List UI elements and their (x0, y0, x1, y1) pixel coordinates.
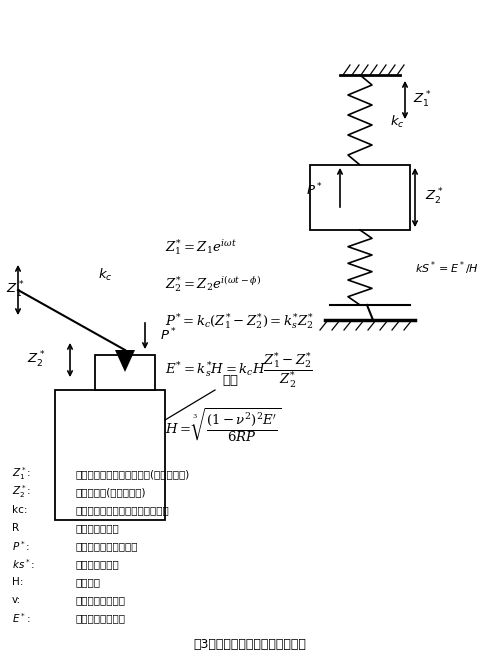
Text: H:: H: (12, 577, 24, 587)
Text: $P^*$:: $P^*$: (12, 539, 30, 553)
Text: マイクロカンチレバーのバネ定数: マイクロカンチレバーのバネ定数 (75, 505, 169, 515)
Text: $Z_2^*$: $Z_2^*$ (27, 350, 46, 370)
Text: 図3　測定系の模式図とモデル化: 図3 測定系の模式図とモデル化 (194, 638, 306, 651)
Text: $k_c$: $k_c$ (98, 267, 112, 283)
Text: $kS^* = E^*/H$: $kS^* = E^*/H$ (415, 259, 478, 277)
Text: $Z_1^*$:: $Z_1^*$: (12, 466, 31, 482)
Text: カンチレバー支持部の振動(複素数表示): カンチレバー支持部の振動(複素数表示) (75, 469, 189, 479)
Text: $Z_1^{*}  =  Z_1 e^{i\omega t}$: $Z_1^{*} = Z_1 e^{i\omega t}$ (165, 237, 237, 257)
Text: $Z_1^*$: $Z_1^*$ (6, 280, 25, 300)
Text: 形状因子: 形状因子 (75, 577, 100, 587)
Text: 探針の先端半径: 探針の先端半径 (75, 523, 119, 533)
Text: kc:: kc: (12, 505, 28, 515)
Text: $P^*$: $P^*$ (306, 182, 323, 198)
Text: $ks^*$:: $ks^*$: (12, 557, 35, 571)
Text: $Z_2^{*}  =  Z_2 e^{i(\omega t - \phi)}$: $Z_2^{*} = Z_2 e^{i(\omega t - \phi)}$ (165, 274, 262, 294)
Text: $P^*$: $P^*$ (160, 327, 177, 343)
Polygon shape (115, 350, 135, 372)
Text: 試料のバネ定数: 試料のバネ定数 (75, 559, 119, 569)
Text: $P^{*}  =  k_c(Z_1^{*} - Z_2^{*})  =  k_s^{*} Z_2^{*}$: $P^{*} = k_c(Z_1^{*} - Z_2^{*}) = k_s^{*… (165, 311, 314, 331)
Bar (310, 165, 410, 230)
Text: $E^{*}  =  k_s^{*} H  =  k_c H \dfrac{Z_1^{*} - Z_2^{*}}{Z_2^{*}}$: $E^{*} = k_s^{*} H = k_c H \dfrac{Z_1^{*… (165, 350, 313, 390)
Text: $Z_2^*$:: $Z_2^*$: (12, 483, 31, 501)
Text: チップに加えられた力: チップに加えられた力 (75, 541, 138, 551)
Bar (95, 355, 155, 390)
Text: 試料の複素弾性率: 試料の複素弾性率 (75, 613, 125, 623)
Text: $k_c$: $k_c$ (390, 114, 404, 130)
Text: $Z_1^*$: $Z_1^*$ (413, 90, 432, 110)
Text: $E^*$:: $E^*$: (12, 611, 30, 625)
Text: 試料: 試料 (222, 373, 238, 386)
Bar (55, 390, 165, 520)
Text: $H  =  \sqrt[3]{\dfrac{(1-\nu^2)^2 E^{\prime}}{6RP}}$: $H = \sqrt[3]{\dfrac{(1-\nu^2)^2 E^{\pri… (165, 406, 281, 444)
Text: 試料のポアソン比: 試料のポアソン比 (75, 595, 125, 605)
Text: $Z_2^*$: $Z_2^*$ (425, 187, 444, 207)
Text: R: R (12, 523, 19, 533)
Text: v:: v: (12, 595, 21, 605)
Text: 試料の変形(複素数表示): 試料の変形(複素数表示) (75, 487, 146, 497)
